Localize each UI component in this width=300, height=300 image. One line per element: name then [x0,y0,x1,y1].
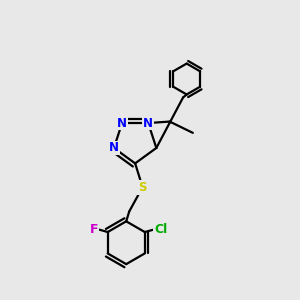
Text: F: F [90,223,98,236]
Text: N: N [109,142,119,154]
Text: N: N [143,116,153,130]
Text: N: N [117,116,127,130]
Text: S: S [138,181,147,194]
Text: Cl: Cl [154,223,167,236]
